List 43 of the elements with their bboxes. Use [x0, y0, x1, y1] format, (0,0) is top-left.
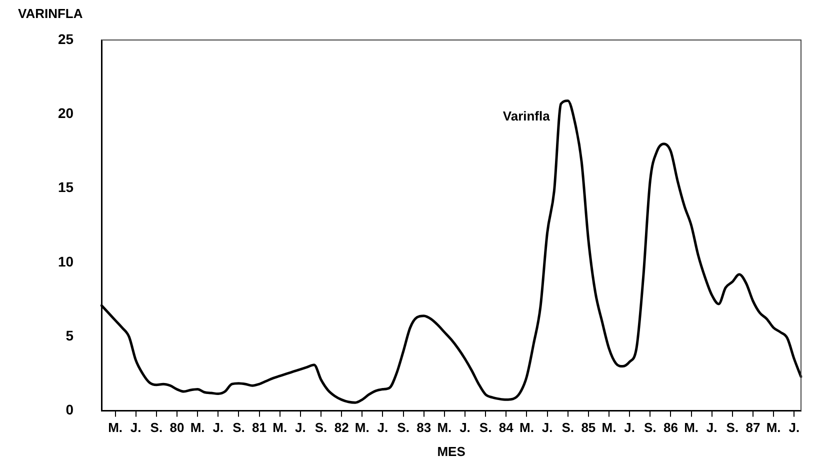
- x-tick-label: 86: [663, 420, 678, 436]
- x-tick-label: S.: [562, 420, 574, 436]
- x-tick-label: J.: [624, 420, 635, 436]
- x-tick-label: J.: [788, 420, 800, 436]
- y-tick-label: 25: [58, 30, 74, 47]
- x-tick-label: J.: [706, 420, 718, 436]
- x-axis-title: MES: [437, 444, 466, 459]
- y-tick-label: 10: [58, 253, 74, 270]
- x-tick-label: M.: [272, 420, 288, 436]
- x-tick-label: J.: [460, 420, 470, 436]
- x-tick-label: M.: [602, 420, 616, 436]
- y-tick-label: 5: [66, 328, 74, 344]
- y-axis-title: VARINFLA: [18, 6, 83, 21]
- x-tick-label: M.: [354, 420, 370, 436]
- x-tick-label: 83: [416, 420, 432, 436]
- x-tick-label: 82: [334, 420, 349, 436]
- x-tick-label: S.: [644, 420, 656, 436]
- x-tick-label: S.: [150, 420, 163, 436]
- x-tick-label: J.: [542, 420, 553, 436]
- x-tick-label: M.: [766, 420, 781, 436]
- y-tick-label: 20: [58, 105, 74, 122]
- series-label: Varinfla: [502, 108, 551, 124]
- x-tick-label: M.: [108, 420, 123, 436]
- x-tick-label: S.: [232, 420, 245, 436]
- y-tick-label: 15: [58, 179, 74, 196]
- x-tick-label: M.: [437, 420, 452, 436]
- x-tick-label: J.: [377, 420, 388, 436]
- x-tick-label: S.: [479, 420, 492, 436]
- x-tick-label: M.: [519, 420, 534, 436]
- x-tick-label: J.: [295, 420, 306, 436]
- x-tick-label: J.: [130, 420, 142, 436]
- x-tick-label: M.: [684, 420, 699, 436]
- x-tick-label: S.: [726, 420, 739, 436]
- y-tick-label: 0: [66, 402, 74, 418]
- x-tick-label: J.: [212, 420, 224, 436]
- x-tick-label: 81: [252, 420, 267, 436]
- x-tick-label: S.: [397, 420, 410, 436]
- x-tick-label: S.: [314, 420, 328, 436]
- x-tick-label: M.: [190, 420, 205, 436]
- x-tick-label: 80: [170, 420, 184, 436]
- x-tick-label: 84: [498, 420, 514, 436]
- x-tick-label: 87: [746, 420, 760, 436]
- x-tick-label: 85: [581, 420, 596, 436]
